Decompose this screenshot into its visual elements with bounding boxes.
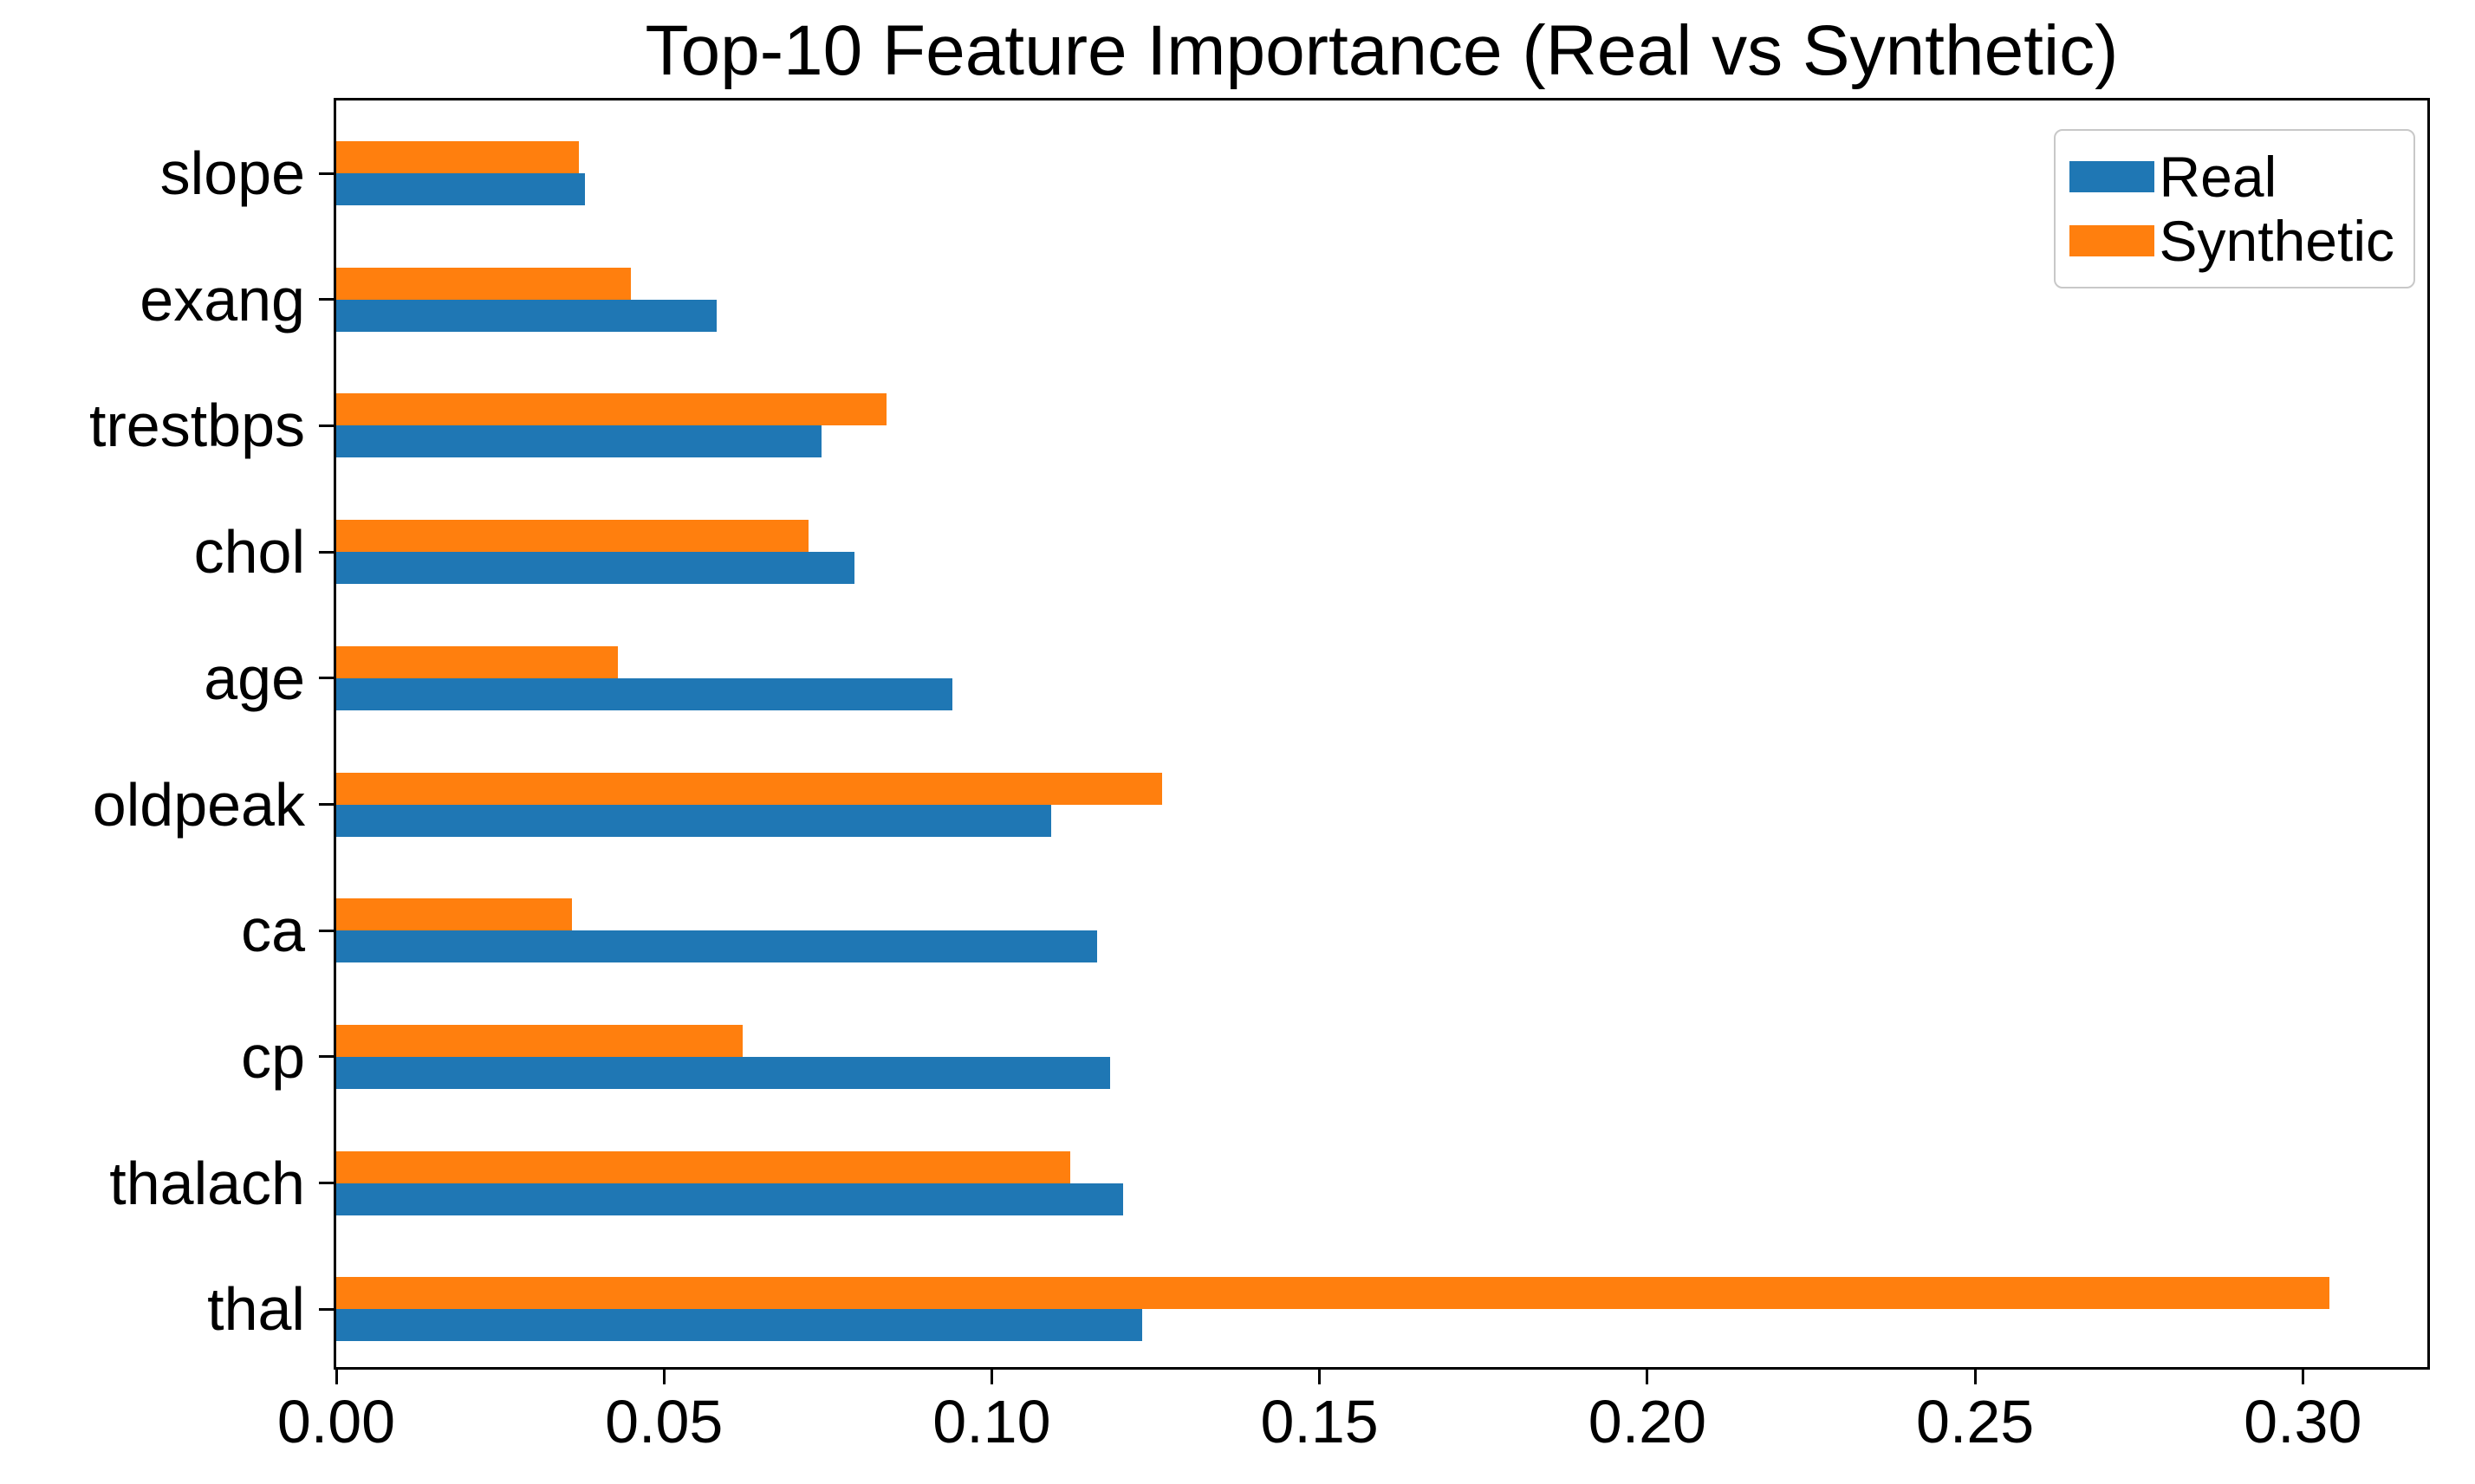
bar-real-exang [336, 299, 717, 332]
ytick-label-trestbps: trestbps [89, 392, 305, 460]
ytick-mark-ca [319, 929, 334, 932]
legend-swatch-synthetic [2069, 225, 2154, 256]
ytick-mark-slope [319, 172, 334, 175]
bar-synthetic-trestbps [336, 393, 887, 426]
bar-synthetic-chol [336, 520, 809, 553]
ytick-mark-thalach [319, 1182, 334, 1185]
bar-real-age [336, 677, 952, 710]
ytick-label-thalach: thalach [109, 1149, 305, 1217]
legend-label-synthetic: Synthetic [2159, 209, 2394, 273]
legend-item-real: Real [2069, 145, 2394, 209]
plot-area: Real Synthetic [334, 98, 2430, 1370]
xtick-label-0.30: 0.30 [2244, 1388, 2362, 1455]
ytick-mark-thal [319, 1307, 334, 1311]
bar-real-thal [336, 1309, 1143, 1342]
ytick-mark-trestbps [319, 424, 334, 427]
ytick-label-chol: chol [193, 518, 305, 586]
xtick-label-0.05: 0.05 [605, 1388, 724, 1455]
ytick-label-cp: cp [241, 1022, 305, 1091]
bar-real-thalach [336, 1183, 1123, 1215]
ytick-mark-oldpeak [319, 803, 334, 806]
ytick-mark-exang [319, 298, 334, 301]
xtick-mark-0.25 [1973, 1370, 1977, 1384]
legend-swatch-real [2069, 161, 2154, 192]
xtick-label-0.00: 0.00 [276, 1388, 396, 1455]
ytick-mark-chol [319, 550, 334, 554]
xtick-mark-0.15 [1318, 1370, 1322, 1384]
bar-synthetic-thal [336, 1277, 2329, 1310]
bar-real-slope [336, 173, 586, 205]
ytick-mark-age [319, 677, 334, 680]
bar-synthetic-thalach [336, 1150, 1071, 1183]
bar-real-cp [336, 1056, 1110, 1089]
xtick-label-0.15: 0.15 [1260, 1388, 1379, 1455]
xtick-mark-0.00 [335, 1370, 338, 1384]
ytick-label-slope: slope [159, 139, 305, 207]
bar-real-ca [336, 930, 1097, 963]
bar-synthetic-slope [336, 141, 579, 173]
bar-synthetic-ca [336, 898, 573, 931]
xtick-mark-0.10 [990, 1370, 993, 1384]
bar-synthetic-age [336, 645, 619, 678]
xtick-label-0.25: 0.25 [1915, 1388, 2035, 1455]
xtick-mark-0.30 [2301, 1370, 2304, 1384]
ytick-label-exang: exang [140, 265, 305, 334]
ytick-mark-cp [319, 1055, 334, 1059]
bar-synthetic-exang [336, 267, 632, 300]
legend: Real Synthetic [2053, 129, 2415, 288]
ytick-label-age: age [204, 644, 305, 712]
legend-item-synthetic: Synthetic [2069, 209, 2394, 273]
bar-synthetic-oldpeak [336, 772, 1163, 805]
ytick-label-thal: thal [207, 1275, 305, 1344]
bar-real-chol [336, 552, 854, 585]
xtick-label-0.20: 0.20 [1588, 1388, 1707, 1455]
xtick-label-0.10: 0.10 [932, 1388, 1051, 1455]
ytick-label-oldpeak: oldpeak [92, 770, 305, 839]
legend-label-real: Real [2159, 145, 2277, 209]
xtick-mark-0.05 [662, 1370, 666, 1384]
ytick-label-ca: ca [241, 897, 305, 965]
xtick-mark-0.20 [1646, 1370, 1649, 1384]
bar-synthetic-cp [336, 1024, 743, 1057]
chart-title: Top-10 Feature Importance (Real vs Synth… [645, 11, 2119, 90]
bar-real-trestbps [336, 425, 822, 458]
bar-real-oldpeak [336, 804, 1051, 837]
